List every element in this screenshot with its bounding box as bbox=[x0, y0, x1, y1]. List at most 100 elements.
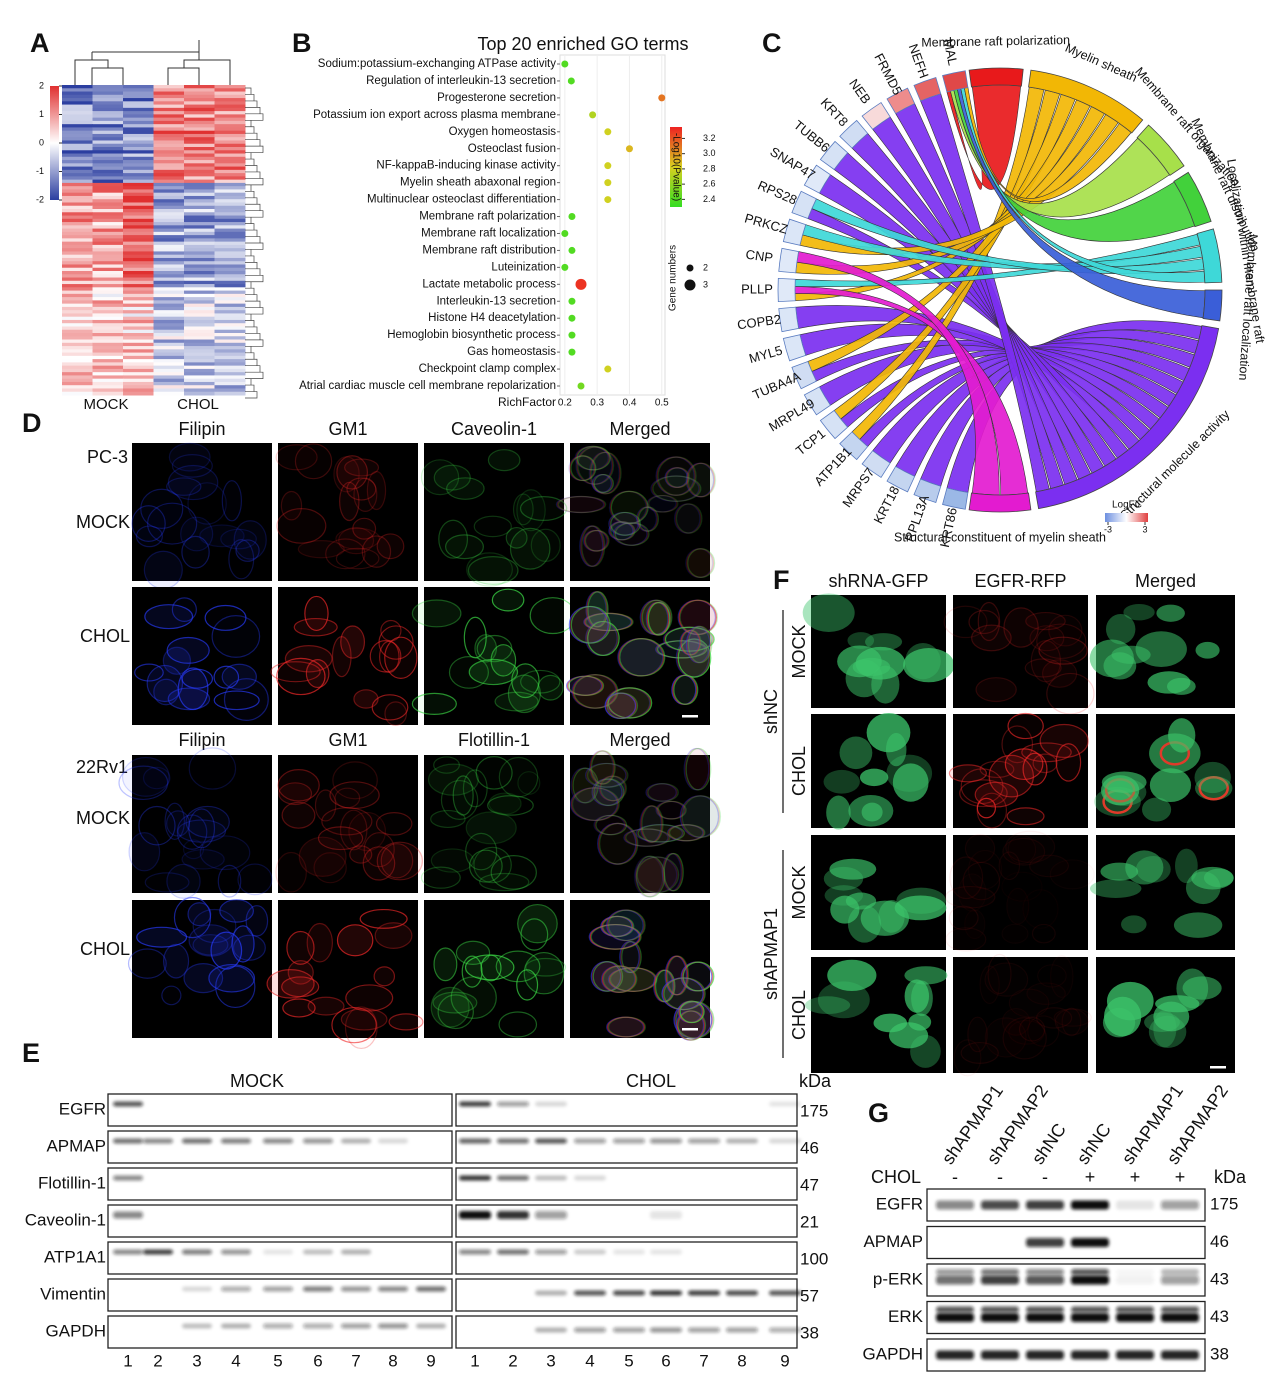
band bbox=[143, 1138, 173, 1144]
heat-cell bbox=[123, 391, 154, 396]
gene-arc bbox=[886, 465, 916, 493]
cell bbox=[1182, 976, 1222, 1000]
kda-label: 38 bbox=[1210, 1344, 1229, 1363]
cell bbox=[1046, 672, 1095, 715]
cell bbox=[584, 762, 627, 788]
cell bbox=[619, 638, 666, 677]
scale-tick-label: 0 bbox=[39, 137, 44, 147]
heat-cell bbox=[214, 244, 246, 249]
heat-cell bbox=[153, 150, 185, 155]
cell bbox=[1191, 866, 1234, 890]
heat-cell bbox=[153, 284, 185, 288]
cell bbox=[1053, 1008, 1092, 1027]
cell bbox=[135, 525, 163, 548]
scale-bar bbox=[50, 86, 59, 200]
cell bbox=[490, 644, 517, 677]
cell bbox=[1008, 1019, 1045, 1045]
heat-cell bbox=[92, 303, 124, 308]
cell bbox=[587, 591, 609, 628]
cell bbox=[334, 787, 361, 809]
term-label: Hemoglobin biosynthetic process bbox=[387, 329, 556, 341]
band bbox=[936, 1313, 974, 1322]
cell bbox=[602, 965, 638, 993]
group-label: MOCK bbox=[230, 1071, 284, 1091]
cell bbox=[570, 455, 597, 482]
protein-label: APMAP bbox=[863, 1232, 923, 1251]
cell bbox=[221, 663, 257, 690]
dot bbox=[561, 263, 569, 271]
kda-label: 47 bbox=[800, 1175, 819, 1194]
heat-cell bbox=[214, 248, 246, 252]
heat-cell bbox=[153, 313, 185, 318]
gene-label: KRT18 bbox=[871, 484, 903, 527]
gene-arc bbox=[942, 487, 969, 510]
legend-tick-label: -3 bbox=[1104, 524, 1112, 534]
heat-cell bbox=[214, 326, 246, 331]
scale-tick-label: 2 bbox=[39, 80, 44, 90]
heat-cell bbox=[153, 303, 185, 308]
cell bbox=[604, 692, 637, 720]
heat-cell bbox=[153, 264, 185, 269]
heat-cell bbox=[123, 248, 154, 252]
cell bbox=[146, 664, 184, 703]
heat-cell bbox=[92, 85, 124, 89]
heat-cell bbox=[92, 147, 124, 151]
cell bbox=[635, 824, 684, 843]
heat-cell bbox=[62, 264, 93, 269]
scale-tick-label: -2 bbox=[36, 194, 44, 204]
heat-cell bbox=[92, 179, 124, 184]
heat-cell bbox=[92, 365, 124, 370]
heat-cell bbox=[214, 362, 246, 367]
band bbox=[497, 1138, 529, 1144]
cell bbox=[411, 599, 462, 628]
cell bbox=[645, 783, 677, 802]
cell bbox=[635, 856, 679, 894]
gene-arc bbox=[778, 247, 800, 274]
lane-label: 4 bbox=[585, 1351, 594, 1370]
heat-cell bbox=[214, 160, 246, 164]
heat-cell bbox=[92, 91, 124, 96]
heat-cell bbox=[123, 140, 154, 145]
micrograph bbox=[278, 755, 418, 893]
heat-cell bbox=[214, 205, 246, 210]
cell bbox=[363, 832, 395, 868]
cell bbox=[682, 961, 715, 992]
cell bbox=[329, 781, 380, 809]
heat-cell bbox=[92, 257, 124, 262]
heat-cell bbox=[184, 290, 215, 295]
heat-cell bbox=[92, 192, 124, 197]
band bbox=[1161, 1200, 1199, 1210]
heat-cell bbox=[92, 319, 124, 324]
cell bbox=[589, 923, 641, 950]
heat-cell bbox=[184, 160, 215, 164]
heat-cell bbox=[92, 117, 124, 122]
cell bbox=[830, 895, 860, 924]
heat-cell bbox=[123, 120, 154, 125]
cell bbox=[864, 633, 903, 651]
cell bbox=[474, 634, 498, 663]
size-key bbox=[684, 279, 696, 291]
heat-cell bbox=[62, 173, 93, 177]
cell bbox=[588, 750, 614, 785]
cell bbox=[1006, 807, 1045, 826]
band bbox=[459, 1101, 491, 1107]
scale-tick-label: 1 bbox=[39, 109, 44, 119]
band bbox=[378, 1323, 408, 1329]
band bbox=[497, 1249, 529, 1255]
term-label: Lactate metabolic process bbox=[422, 278, 556, 290]
heat-cell bbox=[184, 189, 215, 194]
band bbox=[1116, 1275, 1154, 1285]
cell bbox=[529, 597, 576, 635]
heat-cell bbox=[123, 365, 154, 370]
band bbox=[769, 1101, 801, 1107]
band bbox=[981, 1313, 1019, 1322]
cell bbox=[304, 595, 329, 632]
heat-cell bbox=[62, 290, 93, 295]
treatment-sign: + bbox=[1175, 1167, 1186, 1187]
lane-label: 8 bbox=[388, 1351, 397, 1370]
cell bbox=[1194, 761, 1231, 794]
x-axis-title: RichFactor bbox=[498, 395, 556, 409]
heat-cell bbox=[184, 316, 215, 321]
heat-cell bbox=[62, 225, 93, 230]
heat-cell bbox=[62, 163, 93, 168]
